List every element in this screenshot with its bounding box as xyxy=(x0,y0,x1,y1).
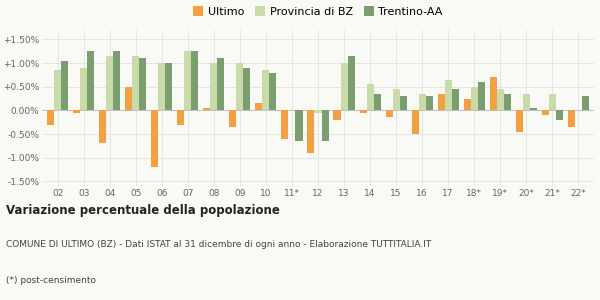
Bar xyxy=(412,110,419,134)
Bar xyxy=(211,63,217,110)
Bar xyxy=(87,51,94,110)
Bar xyxy=(295,110,302,141)
Bar xyxy=(256,103,262,110)
Bar xyxy=(452,89,459,110)
Bar xyxy=(184,51,191,110)
Bar xyxy=(158,63,165,110)
Bar xyxy=(523,94,530,110)
Bar xyxy=(99,110,106,143)
Bar xyxy=(314,110,322,113)
Legend: Ultimo, Provincia di BZ, Trentino-AA: Ultimo, Provincia di BZ, Trentino-AA xyxy=(189,2,447,21)
Bar xyxy=(400,96,407,110)
Bar xyxy=(61,61,68,110)
Bar xyxy=(392,89,400,110)
Bar xyxy=(530,108,537,110)
Text: Variazione percentuale della popolazione: Variazione percentuale della popolazione xyxy=(6,204,280,217)
Bar xyxy=(269,73,277,110)
Bar xyxy=(80,68,87,110)
Bar xyxy=(139,58,146,110)
Bar xyxy=(203,108,211,110)
Bar xyxy=(386,110,392,118)
Text: (*) post-censimento: (*) post-censimento xyxy=(6,276,96,285)
Bar xyxy=(374,94,380,110)
Bar xyxy=(113,51,120,110)
Bar xyxy=(445,80,452,110)
Bar xyxy=(73,110,80,113)
Bar xyxy=(322,110,329,141)
Bar xyxy=(478,82,485,110)
Bar xyxy=(425,96,433,110)
Bar xyxy=(464,98,471,110)
Bar xyxy=(556,110,563,120)
Bar xyxy=(471,87,478,110)
Bar xyxy=(191,51,199,110)
Bar xyxy=(504,94,511,110)
Bar xyxy=(334,110,341,120)
Bar xyxy=(516,110,523,132)
Bar xyxy=(47,110,54,124)
Bar xyxy=(244,68,250,110)
Bar xyxy=(262,70,269,110)
Bar xyxy=(151,110,158,167)
Bar xyxy=(177,110,184,124)
Bar xyxy=(347,56,355,110)
Bar xyxy=(132,56,139,110)
Bar xyxy=(125,87,132,110)
Bar xyxy=(490,77,497,110)
Bar xyxy=(236,63,244,110)
Bar xyxy=(542,110,549,115)
Bar xyxy=(359,110,367,113)
Bar xyxy=(106,56,113,110)
Bar xyxy=(54,70,61,110)
Bar xyxy=(341,63,347,110)
Bar xyxy=(229,110,236,127)
Bar xyxy=(582,96,589,110)
Bar xyxy=(437,94,445,110)
Bar xyxy=(307,110,314,153)
Bar xyxy=(549,94,556,110)
Bar xyxy=(367,84,374,110)
Bar xyxy=(497,89,504,110)
Bar xyxy=(568,110,575,127)
Bar xyxy=(419,94,425,110)
Bar xyxy=(165,63,172,110)
Bar xyxy=(217,58,224,110)
Text: COMUNE DI ULTIMO (BZ) - Dati ISTAT al 31 dicembre di ogni anno - Elaborazione TU: COMUNE DI ULTIMO (BZ) - Dati ISTAT al 31… xyxy=(6,240,431,249)
Bar xyxy=(281,110,289,139)
